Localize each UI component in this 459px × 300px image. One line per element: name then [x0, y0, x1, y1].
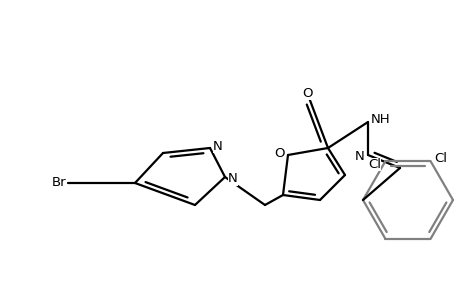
Text: Br: Br — [51, 176, 66, 190]
Text: Cl: Cl — [368, 158, 381, 170]
Text: Cl: Cl — [434, 152, 447, 164]
Text: N: N — [213, 140, 222, 152]
Text: N: N — [354, 149, 364, 163]
Text: O: O — [274, 146, 285, 160]
Text: NH: NH — [370, 112, 390, 125]
Text: N: N — [228, 172, 237, 185]
Text: O: O — [302, 86, 313, 100]
